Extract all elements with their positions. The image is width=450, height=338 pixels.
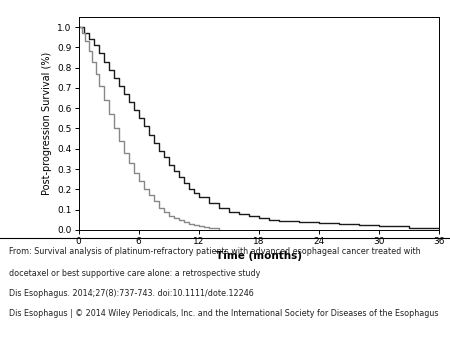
- Text: From: Survival analysis of platinum-refractory patients with advanced esophageal: From: Survival analysis of platinum-refr…: [9, 247, 421, 256]
- Text: Dis Esophagus | © 2014 Wiley Periodicals, Inc. and the International Society for: Dis Esophagus | © 2014 Wiley Periodicals…: [9, 309, 438, 318]
- Text: Dis Esophagus. 2014;27(8):737-743. doi:10.1111/dote.12246: Dis Esophagus. 2014;27(8):737-743. doi:1…: [9, 289, 254, 298]
- X-axis label: Time (months): Time (months): [216, 251, 302, 261]
- Y-axis label: Post-progression Survival (%): Post-progression Survival (%): [42, 52, 52, 195]
- Text: docetaxel or best supportive care alone: a retrospective study: docetaxel or best supportive care alone:…: [9, 269, 261, 278]
